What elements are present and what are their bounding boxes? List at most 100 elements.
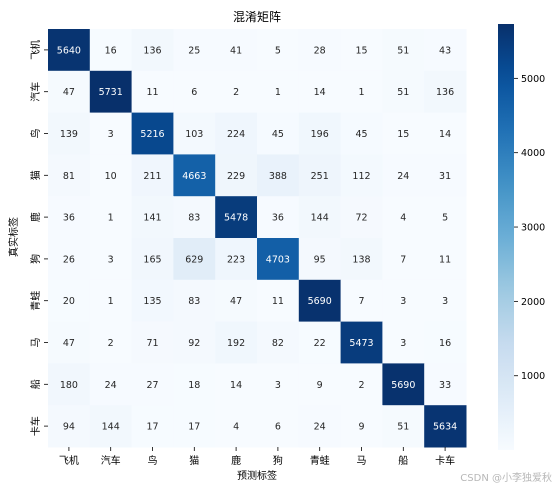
cell-value-label: 33: [439, 380, 451, 391]
cell-value-label: 251: [311, 171, 329, 182]
cell-value-label: 388: [269, 171, 287, 182]
cell-value-label: 165: [143, 254, 161, 265]
x-axis-ticks: 飞机 汽车 鸟 猫 鹿 狗 青蛙 马 船 卡车: [59, 447, 455, 467]
heatmap-cell: [257, 29, 300, 72]
heatmap-cell: [131, 321, 174, 364]
cell-value-label: 3: [442, 296, 448, 307]
cell-value-label: 1: [275, 87, 281, 98]
heatmap-cell: [298, 321, 342, 364]
colorbar: [498, 24, 514, 450]
x-tick-label: 猫: [189, 454, 199, 467]
heatmap-cell: [382, 363, 425, 406]
cell-value-label: 72: [355, 213, 367, 224]
cell-value-label: 71: [146, 338, 158, 349]
heatmap-cell: [215, 238, 258, 281]
cell-value-label: 7: [358, 296, 364, 307]
heatmap-cell: [340, 70, 383, 114]
heatmap-cell: [340, 405, 383, 448]
cell-value-label: 5: [275, 45, 281, 56]
cell-value-label: 211: [143, 171, 161, 182]
y-tick-label: 汽车: [29, 82, 42, 102]
cell-value-label: 4703: [266, 254, 290, 265]
cell-value-label: 47: [63, 338, 75, 349]
cell-value-label: 15: [397, 129, 409, 140]
x-tick-label: 船: [398, 454, 408, 467]
heatmap-cell: [340, 321, 383, 364]
heatmap-cell: [48, 29, 91, 72]
x-axis-label: 预测标签: [237, 469, 277, 482]
heatmap-cell: [382, 29, 425, 72]
watermark: CSDN @小李独爱秋: [460, 473, 552, 484]
heatmap-cell: [257, 321, 300, 364]
cell-value-label: 51: [397, 45, 409, 56]
cell-value-label: 3: [275, 380, 281, 391]
cell-value-label: 135: [143, 296, 161, 307]
heatmap-cell: [424, 112, 467, 155]
heatmap-cell: [48, 363, 91, 406]
heatmap-cell: [215, 70, 258, 114]
cell-value-label: 22: [314, 338, 326, 349]
cell-value-label: 51: [397, 87, 409, 98]
heatmap-cell: [48, 196, 91, 239]
cell-value-label: 136: [143, 45, 161, 56]
cell-value-label: 11: [272, 296, 284, 307]
cell-value-label: 1: [358, 87, 364, 98]
cell-value-label: 4663: [182, 171, 206, 182]
cell-value-label: 36: [272, 213, 284, 224]
heatmap-cell: [382, 279, 425, 323]
cell-value-label: 6: [275, 422, 281, 433]
cell-value-label: 31: [439, 171, 451, 182]
heatmap-cell: [382, 238, 425, 281]
heatmap-cell: [215, 405, 258, 448]
heatmap-cell: [382, 70, 425, 114]
heatmap-cell: [173, 321, 216, 364]
heatmap-cell: [89, 363, 133, 406]
cell-value-label: 3: [400, 296, 406, 307]
cell-value-label: 136: [436, 87, 454, 98]
heatmap-cell: [298, 405, 342, 448]
cell-value-label: 5640: [57, 45, 81, 56]
y-tick-label: 鸟: [29, 129, 42, 139]
heatmap-cell: [215, 363, 258, 406]
cell-value-label: 192: [227, 338, 245, 349]
x-tick-label: 青蛙: [310, 454, 330, 467]
heatmap-cell: [48, 70, 91, 114]
y-tick-label: 马: [30, 338, 42, 348]
heatmap-cell: [340, 279, 383, 323]
x-tick-label: 飞机: [59, 454, 79, 467]
heatmap-cell: [298, 238, 342, 281]
heatmap-cell: [424, 405, 467, 448]
y-tick-label: 飞机: [29, 40, 42, 60]
heatmap-cell: [257, 238, 300, 281]
heatmap-cell: [257, 154, 300, 197]
cell-value-label: 41: [230, 45, 242, 56]
cell-value-label: 224: [227, 129, 245, 140]
heatmap-cell: [424, 29, 467, 72]
heatmap-cell: [257, 405, 300, 448]
cell-value-label: 24: [105, 380, 117, 391]
cell-value-label: 26: [63, 254, 75, 265]
cell-value-label: 229: [227, 171, 245, 182]
heatmap-cell: [89, 196, 133, 239]
cell-value-label: 7: [400, 254, 406, 265]
heatmap-cell: [48, 405, 91, 448]
cell-value-label: 112: [352, 171, 370, 182]
heatmap-cell: [298, 29, 342, 72]
heatmap-cell: [173, 154, 216, 197]
cell-value-label: 16: [439, 338, 451, 349]
cell-value-label: 2: [108, 338, 114, 349]
y-tick-label: 青蛙: [29, 291, 42, 311]
cell-value-label: 94: [63, 422, 75, 433]
colorbar-tick-label: 5000: [521, 74, 545, 85]
y-tick-label: 猫: [29, 170, 42, 180]
y-tick-label: 船: [29, 379, 42, 389]
cell-value-label: 223: [227, 254, 245, 265]
cell-value-label: 92: [188, 338, 200, 349]
heatmap-cell: [48, 112, 91, 155]
cell-value-label: 25: [188, 45, 200, 56]
cell-value-label: 17: [146, 422, 158, 433]
cell-value-label: 45: [355, 129, 367, 140]
heatmap-cell: [215, 321, 258, 364]
